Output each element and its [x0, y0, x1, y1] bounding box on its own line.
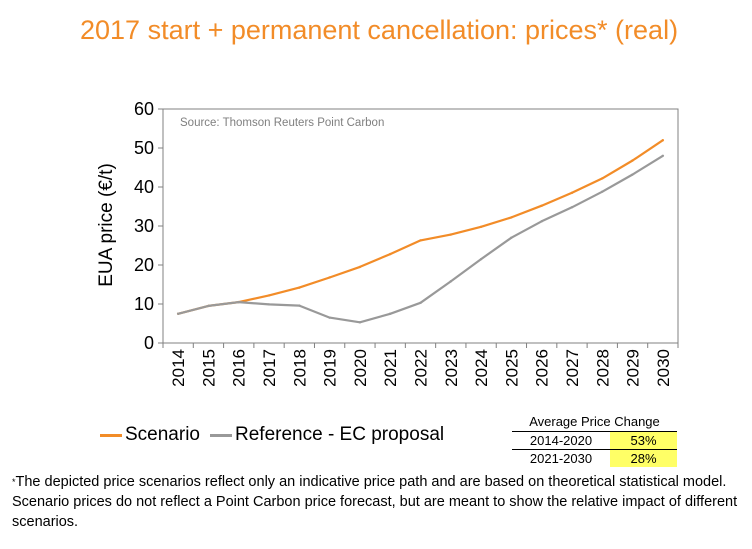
chart-legend: Scenario Reference - EC proposal [100, 424, 454, 446]
plot-frame [162, 108, 679, 344]
legend-item-scenario: Scenario [100, 424, 200, 446]
y-tick-label: 10 [134, 294, 154, 314]
y-tick-label: 60 [134, 99, 154, 119]
data-point-reference [207, 304, 210, 308]
x-tick-label: 2019 [321, 349, 340, 387]
x-tick-label: 2018 [290, 349, 309, 387]
footnote-text: The depicted price scenarios reflect onl… [12, 474, 738, 530]
table-header: Average Price Change [512, 414, 677, 432]
y-tick-label: 20 [134, 255, 154, 275]
x-tick-label: 2030 [654, 349, 673, 387]
y-tick-label: 30 [134, 216, 154, 236]
legend-label-scenario: Scenario [125, 424, 200, 445]
y-tick-label: 50 [134, 138, 154, 158]
x-tick-label: 2022 [412, 349, 431, 387]
data-point-scenario [449, 233, 452, 236]
data-point-reference [631, 173, 634, 176]
table-value: 28% [610, 450, 677, 467]
table-period: 2014-2020 [529, 433, 593, 448]
data-point-reference [449, 280, 452, 283]
x-tick-label: 2017 [260, 349, 279, 387]
data-point-reference [570, 206, 574, 209]
table-row: 2014-2020 53% [512, 432, 677, 450]
data-point-scenario [540, 204, 543, 207]
table-row: 2021-2030 28% [512, 450, 677, 467]
line-chart: EUA price (€/t) Source: Thomson Reuters … [96, 99, 679, 387]
data-point-scenario [631, 159, 634, 162]
data-point-reference [661, 154, 665, 157]
x-tick-label: 2029 [624, 349, 643, 387]
x-tick-label: 2023 [442, 349, 461, 387]
legend-swatch-scenario [100, 433, 122, 437]
x-tick-label: 2015 [199, 349, 218, 387]
x-tick-label: 2020 [351, 349, 370, 387]
data-point-reference [389, 312, 392, 315]
data-point-scenario [328, 276, 331, 279]
data-point-reference [237, 300, 240, 304]
y-tick-label: 0 [144, 333, 154, 353]
x-tick-label: 2024 [472, 349, 491, 387]
data-point-reference [479, 257, 483, 261]
x-tick-label: 2027 [563, 349, 582, 387]
data-point-scenario [570, 191, 574, 195]
data-point-scenario [358, 265, 362, 269]
average-price-change-table: Average Price Change 2014-2020 53% 2021-… [512, 414, 677, 467]
data-point-reference [540, 220, 543, 223]
data-point-scenario [510, 216, 513, 219]
data-point-scenario [389, 252, 392, 256]
legend-label-reference: Reference - EC proposal [235, 424, 445, 445]
y-tick-label: 40 [134, 177, 154, 197]
data-point-reference [358, 321, 362, 324]
table-period: 2021-2030 [529, 451, 593, 466]
data-point-reference [601, 190, 604, 193]
page-title: 2017 start + permanent cancellation: pri… [80, 15, 679, 45]
x-tick-label: 2014 [169, 349, 188, 387]
legend-swatch-reference [210, 433, 232, 437]
data-point-reference [328, 316, 331, 319]
data-point-reference [419, 301, 422, 305]
data-point-scenario [267, 294, 271, 297]
data-point-reference [298, 304, 301, 307]
data-point-scenario [298, 286, 301, 289]
y-axis-label: EUA price (€/t) [96, 163, 117, 287]
data-point-reference [267, 303, 271, 306]
x-tick-label: 2016 [230, 349, 249, 387]
series-line-scenario [177, 139, 664, 315]
data-point-reference [510, 236, 513, 239]
data-point-scenario [419, 239, 422, 242]
table-value: 53% [610, 432, 677, 449]
footnote: *The depicted price scenarios reflect on… [12, 472, 738, 532]
x-tick-label: 2028 [593, 349, 612, 387]
source-annotation: Source: Thomson Reuters Point Carbon [180, 117, 384, 129]
x-tick-label: 2026 [533, 349, 552, 387]
x-tick-label: 2021 [381, 349, 400, 387]
legend-item-reference: Reference - EC proposal [210, 424, 444, 446]
data-point-scenario [601, 177, 604, 180]
x-tick-label: 2025 [502, 349, 521, 387]
series-line-reference [177, 154, 664, 324]
data-point-scenario [479, 225, 483, 228]
data-point-reference [176, 312, 180, 315]
data-point-scenario [661, 139, 665, 142]
footnote-marker: * [12, 477, 16, 487]
